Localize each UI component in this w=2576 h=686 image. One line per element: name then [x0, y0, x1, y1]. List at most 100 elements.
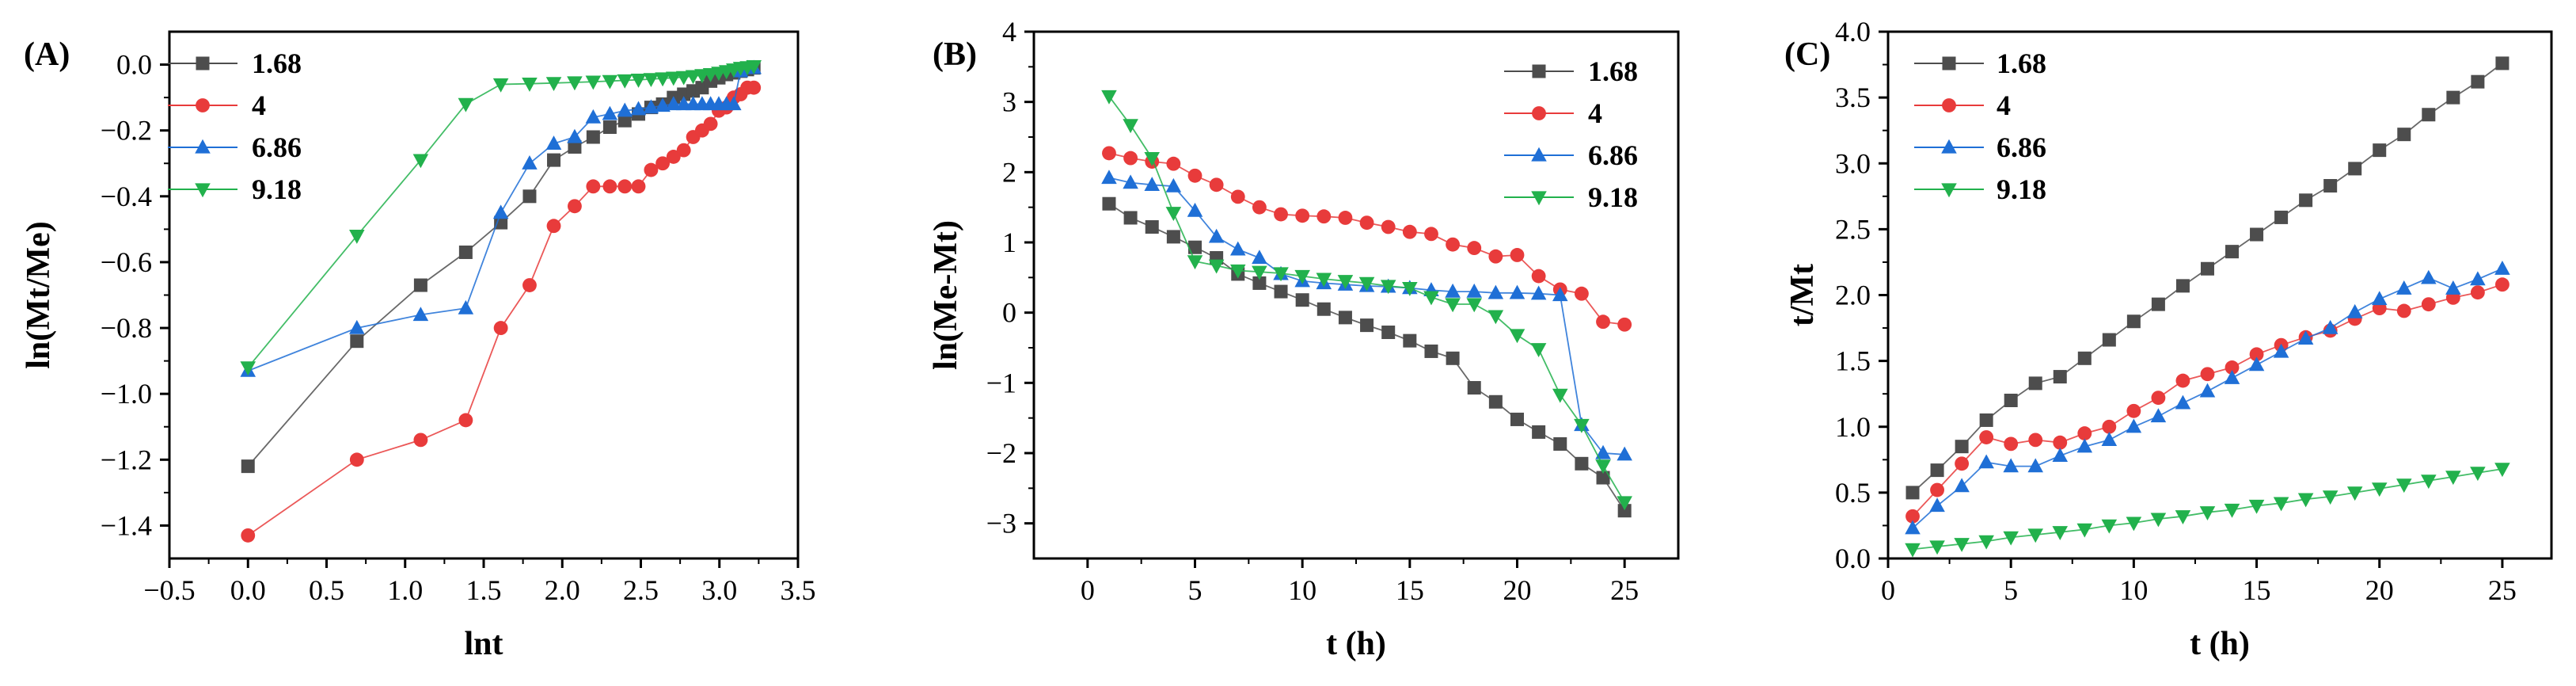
data-point	[1488, 394, 1503, 409]
series-line	[1108, 96, 1625, 503]
data-point	[1166, 230, 1180, 244]
x-axis-label: lnt	[464, 626, 503, 662]
data-point	[1229, 264, 1246, 279]
data-point	[1905, 509, 1920, 524]
data-point	[1316, 272, 1332, 288]
data-point	[2225, 245, 2240, 259]
data-point	[1209, 177, 1224, 192]
data-point	[1316, 302, 1331, 316]
legend-label: 6.86	[252, 131, 302, 163]
data-point	[2248, 356, 2265, 372]
data-point	[522, 189, 537, 204]
data-point	[1252, 276, 1267, 290]
data-point	[676, 143, 691, 158]
series-4	[1102, 146, 1632, 332]
legend-label: 1.68	[252, 48, 302, 79]
legend-marker	[1942, 56, 1956, 71]
data-point	[2004, 436, 2019, 452]
data-point	[412, 154, 429, 169]
data-point	[1466, 283, 1483, 298]
x-axis-label: t (h)	[1326, 626, 1386, 662]
data-point	[1552, 388, 1568, 403]
data-point	[1510, 412, 1524, 426]
data-point	[2027, 528, 2043, 543]
data-point	[1403, 333, 1417, 348]
y-tick-label: 2.0	[1835, 280, 1871, 311]
data-point	[1532, 425, 1546, 439]
x-tick-label: 3.0	[701, 574, 737, 606]
data-point	[1552, 287, 1568, 302]
data-point	[1930, 463, 1944, 478]
data-point	[1230, 189, 1245, 204]
data-point	[2248, 499, 2265, 514]
series-line	[1108, 152, 1625, 326]
data-point	[602, 179, 617, 194]
data-point	[1358, 276, 1375, 292]
data-point	[1208, 259, 1225, 274]
y-tick-label: 0.0	[1835, 543, 1871, 574]
data-point	[726, 96, 742, 111]
data-point	[492, 78, 509, 93]
data-point	[2494, 463, 2510, 478]
data-point	[1596, 471, 1610, 485]
y-tick-label: −1	[986, 367, 1016, 398]
data-point	[1274, 207, 1288, 222]
data-point	[2076, 523, 2093, 538]
data-point	[2299, 193, 2313, 208]
data-point	[631, 179, 646, 194]
data-point	[1531, 269, 1546, 284]
data-point	[2371, 291, 2388, 306]
data-point	[666, 71, 682, 86]
series-9_18	[240, 59, 762, 376]
data-point	[1381, 219, 1396, 234]
data-point	[2200, 261, 2214, 276]
data-point	[2495, 56, 2510, 71]
data-point	[1553, 436, 1567, 451]
data-point	[2004, 394, 2018, 407]
y-tick-label: 0.0	[116, 49, 152, 81]
data-point	[2126, 418, 2142, 433]
data-point	[643, 73, 659, 88]
data-point	[586, 130, 600, 144]
x-tick-label: 15	[2243, 574, 2271, 606]
data-point	[746, 59, 762, 74]
legend-label: 9.18	[1588, 181, 1638, 213]
x-tick-label: 15	[1396, 574, 1424, 606]
legend-marker	[1532, 106, 1546, 120]
data-point	[1144, 151, 1161, 166]
data-point	[2126, 314, 2141, 329]
data-point	[617, 102, 633, 117]
series-1_68	[1102, 196, 1632, 518]
data-point	[1423, 291, 1439, 306]
x-tick-label: 1.5	[466, 574, 502, 606]
y-tick-label: −0.2	[101, 115, 152, 147]
data-point	[1467, 241, 1482, 256]
data-point	[412, 307, 429, 322]
y-axis-label: ln(Mt/Me)	[21, 221, 57, 369]
data-point	[1144, 177, 1161, 191]
data-point	[413, 433, 428, 448]
y-tick-label: 0.5	[1835, 477, 1871, 509]
panel-label: (B)	[933, 36, 977, 73]
y-tick-label: −3	[986, 508, 1016, 539]
x-tick-label: 20	[2365, 574, 2394, 606]
data-point	[1595, 444, 1611, 459]
data-point	[349, 452, 364, 467]
data-point	[2151, 391, 2166, 406]
data-point	[1509, 329, 1525, 344]
data-point	[1596, 314, 1610, 330]
data-point	[2175, 394, 2191, 410]
data-point	[585, 75, 602, 90]
data-point	[458, 413, 473, 428]
data-point	[2422, 108, 2436, 122]
panel-label: (A)	[24, 36, 70, 73]
data-point	[1123, 174, 1138, 189]
data-point	[2175, 510, 2191, 524]
data-point	[602, 74, 618, 90]
data-point	[1617, 496, 1632, 511]
data-point	[1165, 177, 1182, 192]
series-4	[1905, 277, 2510, 524]
series-line	[1912, 284, 2503, 517]
series-9_18	[1101, 90, 1632, 511]
legend-marker	[1532, 64, 1546, 78]
